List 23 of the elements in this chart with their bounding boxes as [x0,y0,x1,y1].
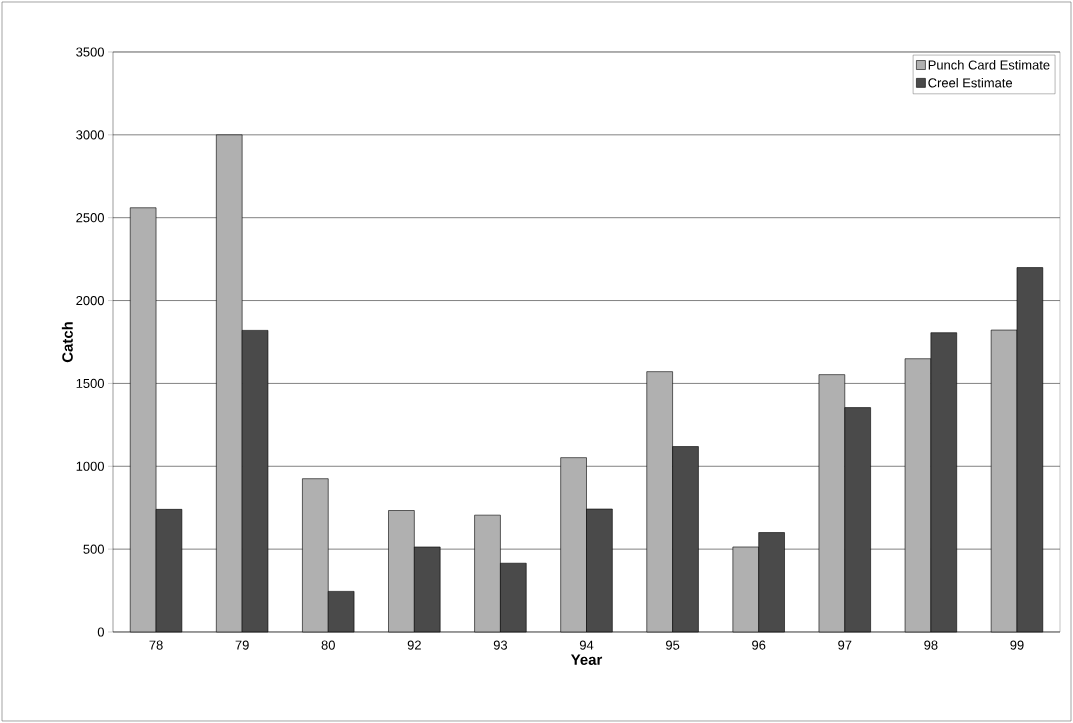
x-tick-label: 97 [838,640,852,650]
x-tick-label: 95 [666,640,680,650]
x-tick-label: 79 [235,640,249,650]
legend-label: Creel Estimate [928,77,1013,88]
x-tick-label: 94 [579,640,594,650]
y-tick-label: 500 [83,544,104,554]
y-tick-label: 2000 [76,295,104,306]
y-tick-label: 3000 [76,130,104,140]
x-tick-label: 98 [924,640,938,650]
y-tick-label: 3500 [76,47,104,57]
y-tick-label: 1000 [76,461,104,471]
x-tick-label: 99 [1010,640,1024,650]
x-axis-title: Year [570,654,603,665]
y-tick-label: 1500 [76,378,104,388]
legend-label: Punch Card Estimate [928,60,1050,70]
x-tick-label: 78 [149,640,163,650]
y-axis-title: Catch [61,322,73,363]
x-tick-label: 93 [493,640,508,650]
x-tick-label: 92 [407,640,421,650]
x-tick-label: 80 [321,640,335,650]
y-tick-label: 0 [97,627,104,637]
x-tick-label: 96 [752,640,766,650]
y-tick-label: 2500 [76,213,104,223]
